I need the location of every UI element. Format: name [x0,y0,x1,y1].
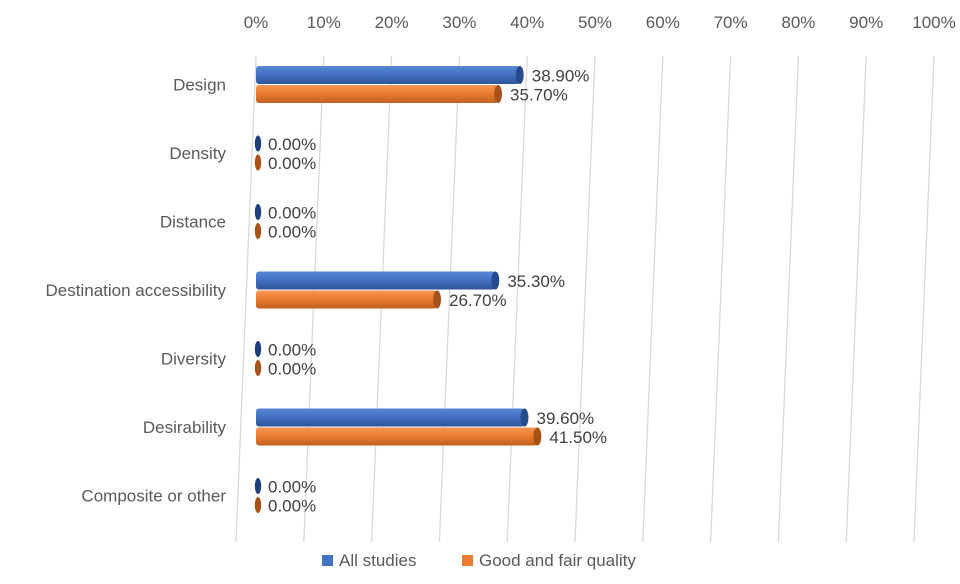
bar-good-fair [254,497,262,513]
bar-body [256,66,520,84]
bar-all-studies [256,408,529,427]
category-label: Diversity [161,350,227,369]
gridline [574,55,596,543]
x-tick-label: 0% [244,13,269,32]
bar-zero-cap [254,204,262,220]
gridline [709,55,732,543]
bar-end-cap [433,290,442,309]
legend-swatch [322,555,333,566]
bar-zero-cap [254,478,262,494]
x-tick-label: 30% [442,13,476,32]
bar-all-studies [256,66,524,84]
data-labels: 38.90%35.70%0.00%0.00%0.00%0.00%35.30%26… [268,67,607,516]
gridline [235,55,257,543]
bar-zero-cap [254,497,262,513]
legend: All studies Good and fair quality [322,551,636,570]
x-tick-label: 70% [714,13,748,32]
bar-all-studies [254,341,262,357]
bar-good-fair [256,427,542,446]
x-tick-label: 60% [646,13,680,32]
y-axis-category-labels: Design Density Distance Destination accessi… [46,76,227,506]
x-tick-label: 100% [912,13,955,32]
data-label: 0.00% [268,135,316,154]
x-tick-label: 10% [307,13,341,32]
bar-good-fair [254,360,262,376]
data-label: 0.00% [268,223,316,242]
data-label: 0.00% [268,478,316,497]
legend-swatch [462,555,473,566]
bar-good-fair [256,85,503,103]
category-label: Desirability [143,418,227,437]
bar-good-fair [254,154,262,171]
data-label: 35.70% [510,86,568,105]
data-label: 0.00% [268,204,316,223]
bar-all-studies [254,478,262,494]
data-label: 39.60% [536,409,594,428]
data-label: 35.30% [507,272,565,291]
gridline [438,55,461,543]
category-label: Density [169,144,226,163]
bar-body [256,408,525,427]
category-label: Destination accessibility [46,281,227,300]
data-label: 38.90% [532,67,590,86]
bar-all-studies [254,204,262,220]
x-tick-label: 20% [375,13,409,32]
gridline [777,55,800,543]
bar-zero-cap [254,360,262,376]
bar-all-studies [254,135,262,152]
data-label: 0.00% [268,341,316,360]
x-tick-label: 50% [578,13,612,32]
bar-good-fair [254,223,262,239]
category-label: Distance [160,213,226,232]
x-tick-label: 90% [849,13,883,32]
bar-good-fair [256,290,442,309]
x-axis-tick-labels: 0% 10% 20% 30% 40% 50% 60% 70% 80% 90% 100% [244,13,956,32]
gridline [913,55,935,543]
legend-label: All studies [339,551,416,570]
bar-all-studies [256,271,500,290]
x-tick-label: 80% [781,13,815,32]
gridline [506,55,528,543]
category-label: Composite or other [81,487,226,506]
data-label: 26.70% [449,291,507,310]
data-label: 0.00% [268,497,316,516]
data-label: 0.00% [268,154,316,173]
bar-end-cap [515,66,524,84]
data-label: 41.50% [549,428,607,447]
bar-zero-cap [254,135,262,152]
bar-zero-cap [254,223,262,239]
bar-zero-cap [254,341,262,357]
bar-body [256,427,538,446]
gridline [845,55,867,543]
gridline [642,55,664,543]
bar-end-cap [491,271,500,290]
bar-body [256,290,438,309]
bar-end-cap [533,427,542,446]
gridlines [235,55,935,543]
bar-zero-cap [254,154,262,171]
bar-end-cap [520,408,529,427]
legend-label: Good and fair quality [479,551,636,570]
bars [254,66,542,513]
category-label: Design [173,76,226,95]
x-tick-label: 40% [510,13,544,32]
bar-end-cap [494,85,503,103]
data-label: 0.00% [268,360,316,379]
bar-body [256,271,496,290]
bar-body [256,85,499,103]
